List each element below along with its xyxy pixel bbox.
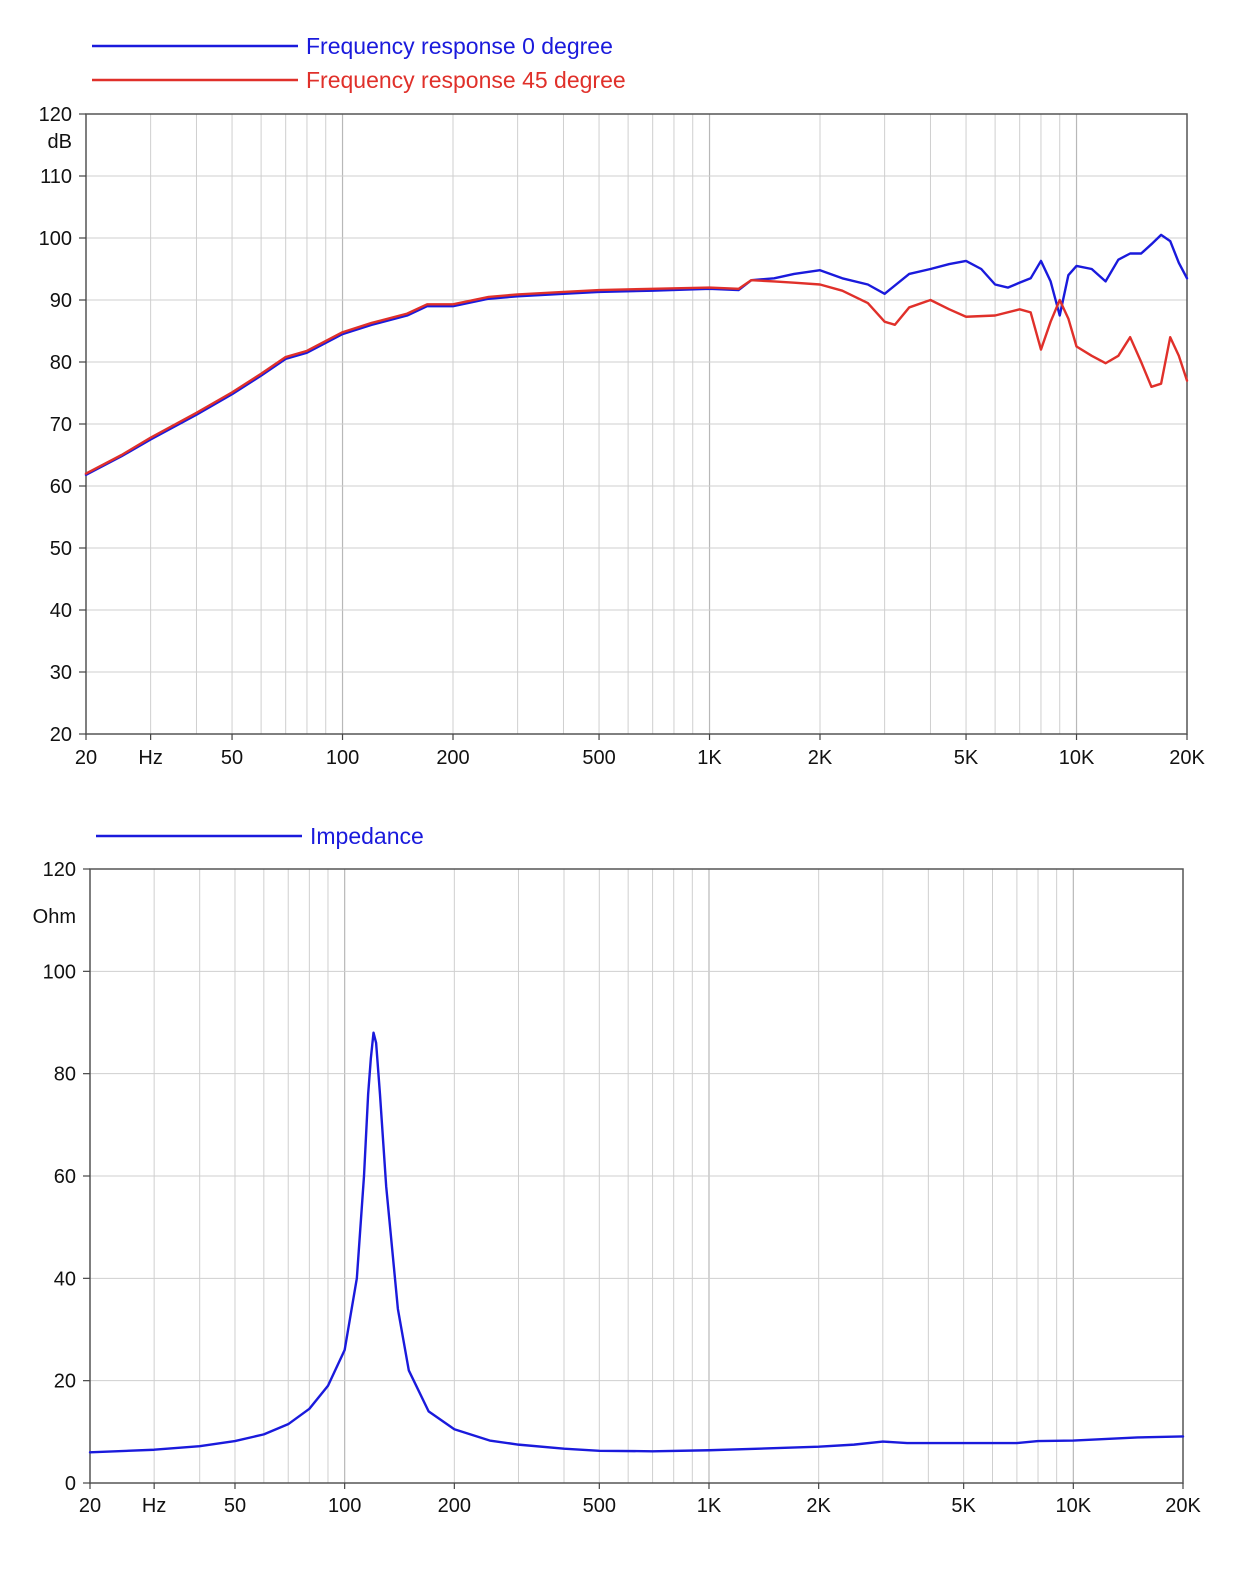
- y-tick-label: 50: [50, 538, 72, 560]
- series-line: [84, 233, 1189, 477]
- series-line: [84, 278, 1189, 475]
- x-tick-label: 500: [583, 1495, 616, 1517]
- y-tick-label: 110: [40, 166, 72, 188]
- y-tick-label: 80: [54, 1064, 76, 1086]
- y-tick-label: 90: [50, 290, 72, 312]
- y-tick-label: 120: [39, 104, 72, 126]
- x-tick-label: 100: [328, 1495, 361, 1517]
- x-tick-label: 50: [224, 1495, 246, 1517]
- y-tick-label: 30: [50, 662, 72, 684]
- x-tick-label: 20: [79, 1495, 101, 1517]
- grid: [90, 868, 1183, 1484]
- legend-item: Frequency response 45 degree: [92, 67, 626, 93]
- series-line: [88, 1031, 1185, 1454]
- x-tick-label: 1K: [697, 1495, 722, 1517]
- legend-label: Impedance: [310, 823, 424, 849]
- x-tick-label: 20K: [1165, 1495, 1201, 1517]
- x-tick-label: 5K: [951, 1495, 976, 1517]
- x-tick-label: 2K: [808, 747, 833, 769]
- x-axis-unit-label: Hz: [142, 1495, 166, 1517]
- y-tick-label: 40: [50, 600, 72, 622]
- y-axis-unit-label: dB: [48, 131, 72, 153]
- legend-item: Impedance: [96, 823, 424, 849]
- y-tick-label: 70: [50, 414, 72, 436]
- x-tick-label: 20K: [1169, 747, 1205, 769]
- legend-label: Frequency response 45 degree: [306, 67, 626, 93]
- x-axis-unit-label: Hz: [138, 747, 162, 769]
- legend-item: Frequency response 0 degree: [92, 33, 613, 59]
- x-tick-label: 200: [438, 1495, 471, 1517]
- y-tick-label: 20: [50, 724, 72, 746]
- x-tick-label: 50: [221, 747, 243, 769]
- y-tick-label: 60: [50, 476, 72, 498]
- y-tick-label: 100: [39, 228, 72, 250]
- x-tick-label: 200: [436, 747, 469, 769]
- frequency-response-chart: 120 110 100 90 80 70 60 50 40 30 20 dB 20 Hz 50 100 200 5…: [39, 33, 1206, 769]
- y-axis-unit-label: Ohm: [33, 906, 76, 928]
- x-tick-label: 1K: [697, 747, 722, 769]
- x-tick-label: 100: [326, 747, 359, 769]
- y-tick-label: 20: [54, 1371, 76, 1393]
- y-tick-label: 60: [54, 1166, 76, 1188]
- x-tick-label: 5K: [954, 747, 979, 769]
- y-tick-label: 80: [50, 352, 72, 374]
- grid: [86, 113, 1187, 735]
- legend-label: Frequency response 0 degree: [306, 33, 613, 59]
- y-tick-label: 0: [65, 1473, 76, 1495]
- x-tick-label: 2K: [806, 1495, 831, 1517]
- x-tick-label: 10K: [1056, 1495, 1092, 1517]
- y-tick-label: 40: [54, 1268, 76, 1290]
- x-tick-label: 20: [75, 747, 97, 769]
- x-tick-label: 500: [582, 747, 615, 769]
- y-tick-label: 120: [43, 859, 76, 881]
- x-tick-label: 10K: [1059, 747, 1095, 769]
- y-tick-label: 100: [43, 961, 76, 983]
